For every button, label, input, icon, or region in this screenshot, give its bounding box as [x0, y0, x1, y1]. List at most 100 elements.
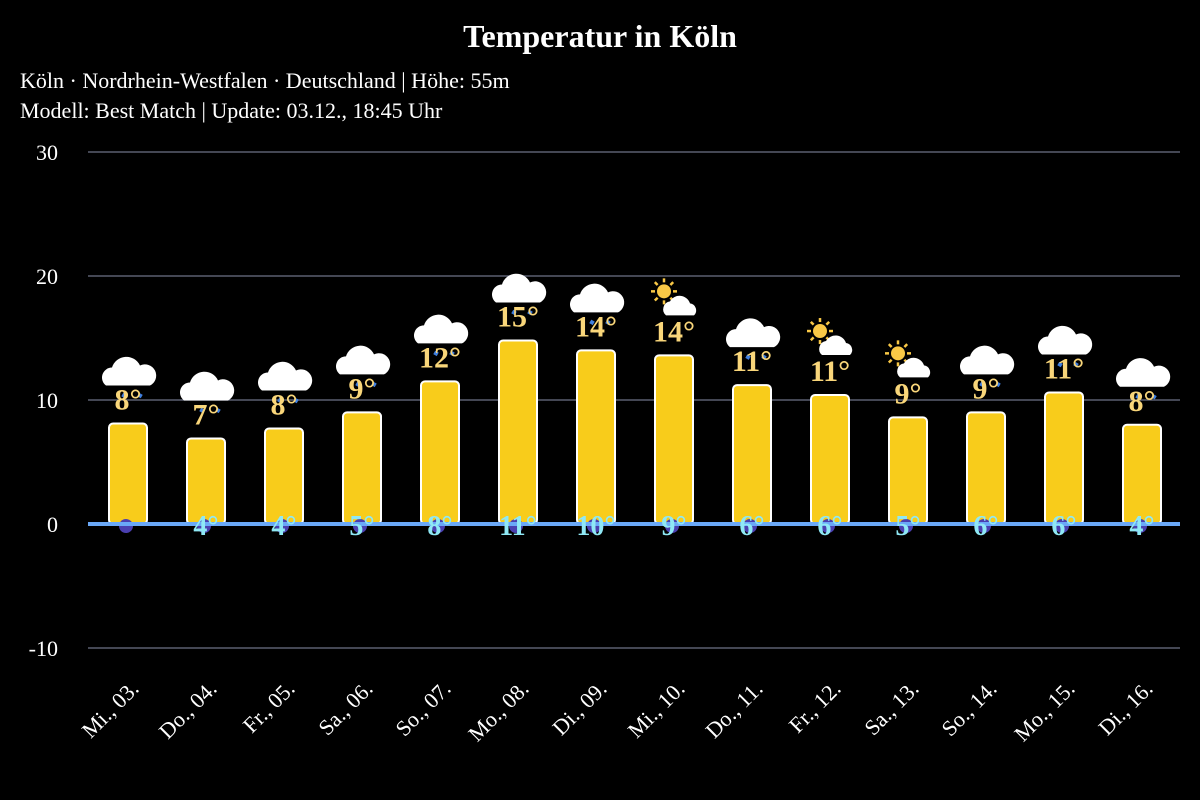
cloud-shape [102, 356, 157, 386]
sun-core [813, 324, 827, 339]
cloud-rain-icon [1038, 325, 1093, 368]
x-tick-label: Do., 04. [154, 676, 222, 744]
max-temp-label: 11° [732, 345, 772, 378]
raindrop [527, 309, 533, 316]
raindrop [433, 350, 439, 357]
x-tick-label: Mo., 08. [463, 676, 533, 746]
cloud-shape [492, 273, 547, 303]
x-tick-label: So., 07. [390, 676, 455, 741]
chart-subtitle-location: Köln · Nordrhein-Westfalen · Deutschland… [20, 68, 510, 93]
cloud-rain-icon [336, 345, 391, 388]
min-temp-label: 6° [1051, 511, 1076, 542]
raindrop [215, 407, 221, 414]
raindrop [761, 354, 767, 360]
max-temp-label: 12° [419, 341, 461, 374]
min-temp-label: 6° [973, 511, 998, 542]
sun-cloud-icon [885, 340, 931, 378]
y-tick-label: 20 [36, 264, 58, 289]
raindrop [199, 407, 205, 414]
min-temp-label: 5° [349, 511, 374, 542]
chart-title: Temperatur in Köln [463, 18, 737, 54]
temperature-bar [810, 394, 850, 526]
raindrop [605, 319, 611, 326]
cloud-shape [1038, 325, 1093, 355]
cloud-rain-icon [258, 361, 313, 404]
sun-core [657, 284, 671, 299]
raindrop [371, 381, 377, 388]
sun-ray [669, 281, 675, 286]
cloud-rain-icon [102, 356, 157, 399]
sun-cloud-icon [651, 278, 697, 316]
cloud-shape [960, 345, 1015, 375]
max-temp-label: 9° [973, 372, 1000, 405]
max-temp-label: 8° [271, 389, 298, 422]
min-temp-label: 4° [1129, 511, 1154, 542]
cloud-shape [726, 318, 781, 348]
sun-cloud-icon [807, 318, 853, 356]
temperature-bar [342, 411, 382, 525]
raindrop [979, 381, 985, 388]
temperature-bar [576, 349, 616, 525]
temperature-bar [108, 422, 148, 525]
y-tick-label: 30 [36, 140, 58, 165]
cloud-shape [336, 345, 391, 375]
x-tick-label: Do., 11. [700, 676, 767, 743]
x-tick-label: Di., 16. [1093, 676, 1157, 740]
max-temp-label: 14° [653, 315, 695, 348]
temperature-bar [1044, 391, 1084, 525]
cloud-shape [1116, 358, 1171, 387]
sun-ray [903, 343, 909, 348]
cloud-shape [258, 361, 313, 391]
cloud-shape [570, 283, 625, 313]
sun-ray [653, 296, 659, 302]
raindrop [137, 392, 143, 399]
raindrop [1151, 394, 1157, 400]
cloud-rain-icon [960, 345, 1015, 388]
temperature-bar [888, 416, 928, 525]
sun-ray [825, 320, 831, 326]
x-tick-label: Mi., 10. [623, 676, 690, 743]
x-tick-label: Mi., 03. [77, 676, 144, 743]
cloud-shape [897, 357, 931, 378]
sun-icon [807, 318, 833, 345]
min-temp-label: 6° [739, 511, 764, 542]
cloud-rain-icon [180, 371, 235, 414]
min-temp-label: 9° [661, 511, 686, 542]
raindrop [293, 397, 299, 404]
x-tick-label: Sa., 13. [859, 676, 923, 740]
max-temp-label: 9° [895, 377, 922, 410]
temperature-bar [654, 354, 694, 525]
sun-ray [653, 281, 659, 286]
cloud-rain-icon [570, 283, 625, 326]
x-tick-label: Di., 09. [547, 676, 611, 740]
raindrop [1135, 394, 1141, 400]
raindrop [511, 309, 517, 316]
raindrop [449, 350, 455, 357]
min-temp-label: 6° [817, 511, 842, 542]
sun-icon [885, 340, 911, 367]
min-temp-label: 8° [427, 511, 452, 542]
cloud-shape [663, 295, 697, 316]
min-temp-label: 10° [576, 511, 615, 542]
temperature-bar [420, 380, 460, 525]
raindrop [745, 354, 751, 360]
x-tick-label: Fr., 05. [238, 676, 300, 738]
min-temp-label: 4° [193, 511, 218, 542]
y-tick-label: -10 [29, 636, 58, 661]
temperature-bar [732, 384, 772, 525]
raindrop [1073, 361, 1079, 368]
chart-subtitle-model: Modell: Best Match | Update: 03.12., 18:… [20, 98, 443, 123]
temperature-bar [1122, 423, 1162, 525]
temperature-bar [966, 411, 1006, 525]
max-temp-label: 11° [1044, 353, 1084, 386]
min-temp-label: 11° [499, 511, 537, 542]
min-temp-label: 5° [895, 511, 920, 542]
max-temp-label: 7° [193, 398, 220, 431]
max-temp-label: 8° [115, 384, 142, 417]
sun-ray [887, 358, 893, 364]
sun-ray [809, 336, 815, 342]
raindrop [995, 381, 1001, 388]
max-temp-label: 8° [1129, 385, 1156, 418]
x-tick-label: Mo., 15. [1009, 676, 1079, 746]
